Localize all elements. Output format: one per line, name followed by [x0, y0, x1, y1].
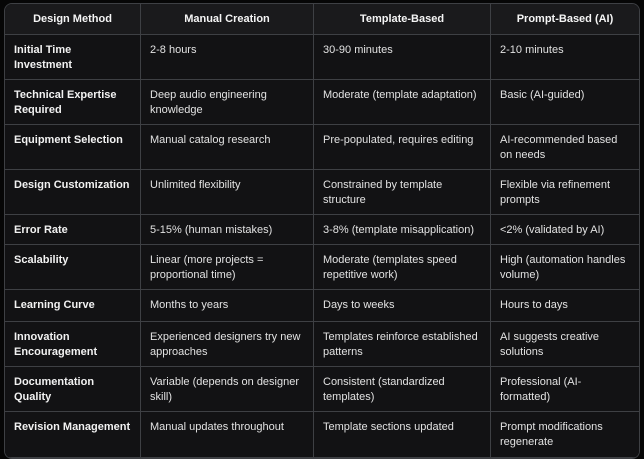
row-label: Revision Management: [5, 412, 141, 458]
row-label: Technical Expertise Required: [5, 80, 141, 125]
cell: High (automation handles volume): [491, 245, 639, 290]
cell: Manual updates throughout: [141, 412, 314, 458]
table-row: Documentation Quality Variable (depends o…: [5, 367, 639, 412]
row-label: Innovation Encouragement: [5, 322, 141, 367]
cell: Variable (depends on designer skill): [141, 367, 314, 412]
cell: 2-8 hours: [141, 35, 314, 80]
cell: Pre-populated, requires editing: [314, 125, 491, 170]
cell: Unlimited flexibility: [141, 170, 314, 215]
cell: Moderate (templates speed repetitive wor…: [314, 245, 491, 290]
cell: Constrained by template structure: [314, 170, 491, 215]
table-row: Scalability Linear (more projects = propo…: [5, 245, 639, 290]
cell: Manual catalog research: [141, 125, 314, 170]
table-row: Revision Management Manual updates throug…: [5, 412, 639, 458]
row-label: Error Rate: [5, 215, 141, 245]
cell: 5-15% (human mistakes): [141, 215, 314, 245]
row-label: Scalability: [5, 245, 141, 290]
table-row: Initial Time Investment 2-8 hours 30-90 mi…: [5, 35, 639, 80]
cell: 30-90 minutes: [314, 35, 491, 80]
cell: Moderate (template adaptation): [314, 80, 491, 125]
cell: Days to weeks: [314, 290, 491, 322]
cell: Deep audio engineering knowledge: [141, 80, 314, 125]
table-row: Equipment Selection Manual catalog resear…: [5, 125, 639, 170]
cell: Hours to days: [491, 290, 639, 322]
cell: Template sections updated: [314, 412, 491, 458]
column-header: Manual Creation: [141, 4, 314, 35]
cell: Consistent (standardized templates): [314, 367, 491, 412]
column-header: Prompt-Based (AI): [491, 4, 639, 35]
row-label: Design Customization: [5, 170, 141, 215]
cell: Linear (more projects = proportional tim…: [141, 245, 314, 290]
column-header: Template-Based: [314, 4, 491, 35]
cell: 3-8% (template misapplication): [314, 215, 491, 245]
column-header: Design Method: [5, 4, 141, 35]
table-header-row: Design Method Manual Creation Template-Bas…: [5, 4, 639, 35]
cell: Months to years: [141, 290, 314, 322]
cell: Basic (AI-guided): [491, 80, 639, 125]
design-method-comparison-table: Design Method Manual Creation Template-Bas…: [5, 4, 639, 458]
cell: Prompt modifications regenerate: [491, 412, 639, 458]
table-row: Technical Expertise Required Deep audio e…: [5, 80, 639, 125]
table-row: Learning Curve Months to years Days to wee…: [5, 290, 639, 322]
table-row: Design Customization Unlimited flexibilit…: [5, 170, 639, 215]
cell: Templates reinforce established patterns: [314, 322, 491, 367]
cell: AI suggests creative solutions: [491, 322, 639, 367]
table-row: Error Rate 5-15% (human mistakes) 3-8% (te…: [5, 215, 639, 245]
table-row: Innovation Encouragement Experienced desi…: [5, 322, 639, 367]
row-label: Learning Curve: [5, 290, 141, 322]
cell: Flexible via refinement prompts: [491, 170, 639, 215]
row-label: Initial Time Investment: [5, 35, 141, 80]
cell: Professional (AI-formatted): [491, 367, 639, 412]
cell: 2-10 minutes: [491, 35, 639, 80]
table-body: Initial Time Investment 2-8 hours 30-90 mi…: [5, 35, 639, 458]
cell: Experienced designers try new approaches: [141, 322, 314, 367]
row-label: Equipment Selection: [5, 125, 141, 170]
row-label: Documentation Quality: [5, 367, 141, 412]
cell: AI-recommended based on needs: [491, 125, 639, 170]
cell: <2% (validated by AI): [491, 215, 639, 245]
comparison-table: Design Method Manual Creation Template-Bas…: [4, 3, 640, 459]
